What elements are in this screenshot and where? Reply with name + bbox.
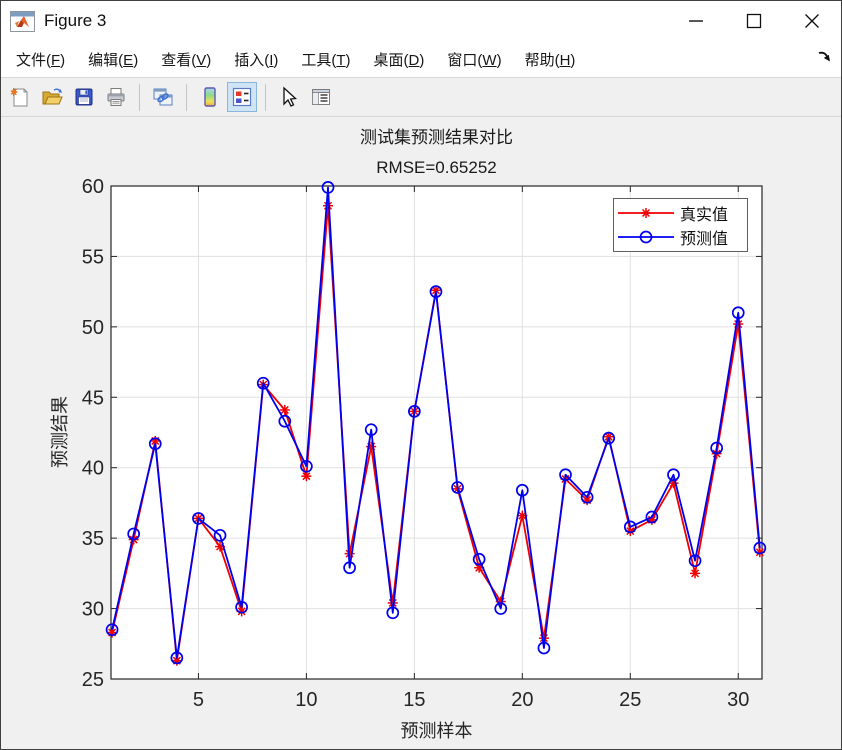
close-button[interactable] <box>783 1 841 41</box>
svg-text:40: 40 <box>82 458 104 480</box>
open-folder-icon <box>42 88 63 105</box>
title-bar: Figure 3 <box>1 1 841 41</box>
link-plot-button[interactable] <box>148 82 178 112</box>
chart-title: 测试集预测结果对比 <box>360 128 513 147</box>
print-figure-button[interactable] <box>101 82 131 112</box>
new-figure-button[interactable] <box>5 82 35 112</box>
svg-text:5: 5 <box>193 689 204 711</box>
legend-icon <box>232 87 252 107</box>
menu-edit[interactable]: 编辑(E) <box>88 51 139 69</box>
window-controls <box>667 1 841 41</box>
legend-real-label: 真实值 <box>680 206 729 224</box>
legend-entry-pred: 预测值 <box>614 225 747 249</box>
edit-plot-button[interactable] <box>274 82 304 112</box>
matlab-figure-icon <box>10 10 35 32</box>
legend-entry-real: 真实值 <box>614 201 747 225</box>
menu-bar: 文件(F) 编辑(E) 查看(V) 插入(I) 工具(T) 桌面(D) 窗口(W… <box>1 41 841 78</box>
menu-desktop[interactable]: 桌面(D) <box>373 51 425 69</box>
insert-legend-button[interactable] <box>227 82 257 112</box>
svg-text:20: 20 <box>511 689 533 711</box>
new-document-icon <box>10 87 28 107</box>
menu-insert[interactable]: 插入(I) <box>234 51 279 69</box>
tick-labels: 5 10 15 20 25 30 25 30 35 40 45 50 55 60 <box>82 176 750 711</box>
printer-icon <box>107 88 125 106</box>
menu-tools[interactable]: 工具(T) <box>301 51 351 69</box>
chart-subtitle: RMSE=0.65252 <box>376 158 497 177</box>
x-axis-label: 预测样本 <box>400 721 473 741</box>
legend-pred-label: 预测值 <box>680 231 729 249</box>
colorbar-icon <box>204 87 216 107</box>
link-plot-icon <box>153 88 173 106</box>
series-pred <box>105 181 767 665</box>
minimize-icon <box>689 20 703 22</box>
close-icon <box>805 14 819 28</box>
legend[interactable]: 真实值 预测值 <box>613 198 748 252</box>
minimize-button[interactable] <box>667 1 725 41</box>
svg-text:10: 10 <box>295 689 317 711</box>
svg-text:15: 15 <box>403 689 425 711</box>
svg-text:60: 60 <box>82 176 104 198</box>
figure-toolbar <box>1 78 841 117</box>
svg-text:55: 55 <box>82 246 104 268</box>
svg-text:25: 25 <box>82 669 104 691</box>
menubar-overflow-arrow-icon[interactable] <box>817 49 831 63</box>
window-title: Figure 3 <box>44 11 107 30</box>
svg-text:50: 50 <box>82 317 104 339</box>
menu-file[interactable]: 文件(F) <box>16 51 66 69</box>
insert-colorbar-button[interactable] <box>195 82 225 112</box>
svg-text:30: 30 <box>82 599 104 621</box>
gridlines <box>111 186 762 679</box>
svg-text:25: 25 <box>619 689 641 711</box>
legend-real-marker <box>618 207 674 218</box>
tick-marks <box>111 185 762 680</box>
menu-view[interactable]: 查看(V) <box>161 51 212 69</box>
svg-text:35: 35 <box>82 528 104 550</box>
svg-text:45: 45 <box>82 387 104 409</box>
maximize-icon <box>746 13 762 29</box>
legend-pred-marker <box>618 230 674 244</box>
menu-help[interactable]: 帮助(H) <box>524 51 576 69</box>
toolbar-separator <box>139 83 140 111</box>
toolbar-separator <box>186 83 187 111</box>
cursor-arrow-icon <box>283 86 298 107</box>
menu-window[interactable]: 窗口(W) <box>447 51 502 69</box>
save-icon <box>75 88 93 106</box>
property-inspector-icon <box>312 89 330 105</box>
plot-area: 5 10 15 20 25 30 25 30 35 40 45 50 55 60 <box>82 176 767 711</box>
property-inspector-button[interactable] <box>306 82 336 112</box>
maximize-button[interactable] <box>725 1 783 41</box>
figure-canvas: 5 10 15 20 25 30 25 30 35 40 45 50 55 60 测试集预测结果对比 RM… <box>1 117 841 749</box>
toolbar-separator <box>265 83 266 111</box>
save-figure-button[interactable] <box>69 82 99 112</box>
y-axis-label: 预测结果 <box>50 396 70 468</box>
open-file-button[interactable] <box>37 82 67 112</box>
svg-text:30: 30 <box>727 689 749 711</box>
